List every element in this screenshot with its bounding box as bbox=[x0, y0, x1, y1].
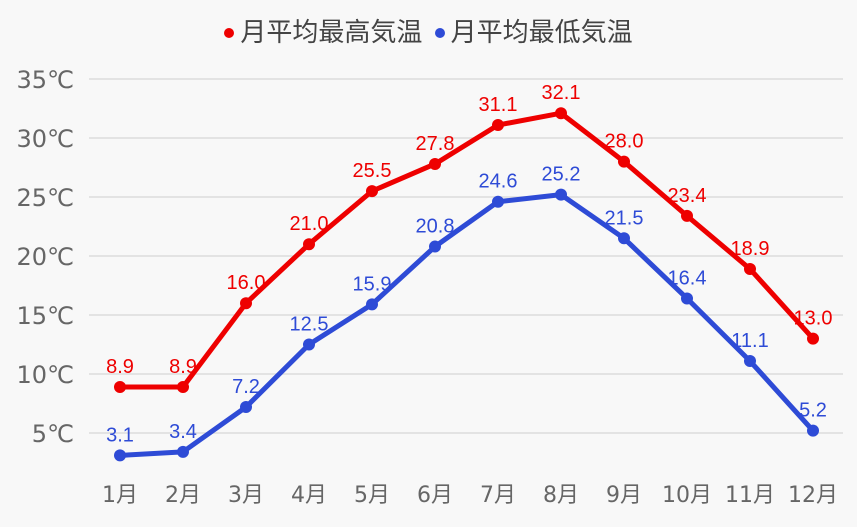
data-label: 23.4 bbox=[668, 185, 707, 207]
data-point-marker[interactable] bbox=[807, 332, 819, 345]
data-point-marker[interactable] bbox=[555, 107, 567, 120]
data-point-marker[interactable] bbox=[114, 380, 126, 393]
data-label: 27.8 bbox=[416, 133, 455, 155]
data-point-marker[interactable] bbox=[240, 401, 252, 414]
data-point-marker[interactable] bbox=[492, 195, 504, 208]
data-label: 21.0 bbox=[290, 213, 329, 235]
data-point-marker[interactable] bbox=[240, 297, 252, 310]
data-label: 7.2 bbox=[232, 376, 260, 398]
data-label: 5.2 bbox=[799, 400, 827, 422]
data-point-marker[interactable] bbox=[303, 238, 315, 251]
data-point-marker[interactable] bbox=[744, 262, 756, 275]
data-point-marker[interactable] bbox=[114, 449, 126, 462]
data-label: 32.1 bbox=[542, 82, 581, 104]
data-label: 20.8 bbox=[416, 216, 455, 238]
data-label: 18.9 bbox=[731, 238, 770, 260]
x-tick-label: 8月 bbox=[543, 483, 579, 508]
legend-label: 月平均最高気温 bbox=[240, 18, 423, 48]
series-line bbox=[119, 192, 815, 458]
y-tick-label: 20℃ bbox=[17, 243, 75, 271]
x-tick-label: 2月 bbox=[165, 483, 201, 508]
data-point-marker[interactable] bbox=[492, 119, 504, 132]
y-tick-label: 30℃ bbox=[17, 125, 75, 153]
data-point-marker[interactable] bbox=[744, 355, 756, 368]
x-tick-label: 11月 bbox=[725, 483, 775, 508]
data-label: 3.4 bbox=[169, 421, 197, 443]
x-tick-label: 1月 bbox=[102, 483, 138, 508]
data-point-marker[interactable] bbox=[429, 157, 441, 170]
data-label: 13.0 bbox=[794, 308, 833, 330]
x-tick-label: 10月 bbox=[662, 483, 712, 508]
data-point-marker[interactable] bbox=[429, 240, 441, 253]
data-label: 16.0 bbox=[227, 272, 266, 294]
x-tick-label: 7月 bbox=[480, 483, 516, 508]
data-point-marker[interactable] bbox=[366, 298, 378, 311]
x-tick-label: 3月 bbox=[228, 483, 264, 508]
legend-marker-red-dot-icon bbox=[224, 27, 235, 38]
data-point-marker[interactable] bbox=[177, 380, 189, 393]
y-tick-label: 15℃ bbox=[17, 302, 75, 330]
data-label: 16.4 bbox=[668, 267, 707, 289]
x-tick-label: 5月 bbox=[354, 483, 390, 508]
data-point-marker[interactable] bbox=[618, 155, 630, 168]
series-plot: 8.9 8.9 16.0 21.0 25.5 27.8 31.1 32.1 28.0 23.4 18… bbox=[106, 82, 832, 462]
data-label: 15.9 bbox=[353, 273, 392, 295]
x-tick-label: 12月 bbox=[788, 483, 838, 508]
chart-legend: 月平均最高気温 月平均最低気温 bbox=[0, 12, 857, 49]
data-label: 11.1 bbox=[731, 330, 768, 352]
legend-marker-blue-dot-icon bbox=[434, 27, 445, 38]
gridlines bbox=[89, 78, 843, 434]
data-point-marker[interactable] bbox=[807, 424, 819, 437]
y-tick-label: 5℃ bbox=[32, 420, 74, 448]
series-line bbox=[120, 110, 815, 390]
data-label: 21.5 bbox=[605, 207, 644, 229]
y-tick-label: 25℃ bbox=[17, 184, 75, 212]
legend-item-min-temp[interactable]: 月平均最低気温 bbox=[434, 12, 633, 49]
data-label: 31.1 bbox=[479, 94, 518, 116]
legend-item-max-temp[interactable]: 月平均最高気温 bbox=[224, 12, 422, 49]
data-point-marker[interactable] bbox=[555, 188, 567, 201]
data-label: 28.0 bbox=[605, 131, 644, 153]
data-label: 8.9 bbox=[106, 356, 134, 378]
data-label: 24.6 bbox=[479, 171, 518, 193]
data-label: 25.2 bbox=[542, 164, 581, 186]
data-point-marker[interactable] bbox=[177, 445, 189, 458]
data-label: 25.5 bbox=[353, 160, 392, 182]
data-point-marker[interactable] bbox=[618, 232, 630, 245]
x-tick-label: 9月 bbox=[606, 483, 642, 508]
x-tick-label: 4月 bbox=[291, 483, 327, 508]
data-label: 3.1 bbox=[106, 424, 134, 446]
series-max-temp: 8.9 8.9 16.0 21.0 25.5 27.8 31.1 32.1 28.0 23.4 18… bbox=[106, 82, 832, 393]
data-label: 8.9 bbox=[169, 356, 197, 378]
series-min-temp: 3.1 3.4 7.2 12.5 15.9 20.8 24.6 25.2 21.5 16.4 11.… bbox=[106, 164, 827, 462]
data-point-marker[interactable] bbox=[681, 292, 693, 305]
x-tick-label: 6月 bbox=[417, 483, 453, 508]
y-axis: 5℃ 10℃ 15℃ 20℃ 25℃ 30℃ 35℃ bbox=[17, 66, 75, 448]
y-tick-label: 10℃ bbox=[17, 361, 75, 389]
legend-label: 月平均最低気温 bbox=[450, 18, 633, 48]
y-tick-label: 35℃ bbox=[17, 66, 75, 94]
data-point-marker[interactable] bbox=[303, 338, 315, 351]
data-point-marker[interactable] bbox=[681, 209, 693, 222]
data-label: 12.5 bbox=[290, 314, 329, 336]
x-axis: 1月 2月 3月 4月 5月 6月 7月 8月 9月 10月 11月 12月 bbox=[102, 483, 838, 508]
data-point-marker[interactable] bbox=[366, 185, 378, 198]
